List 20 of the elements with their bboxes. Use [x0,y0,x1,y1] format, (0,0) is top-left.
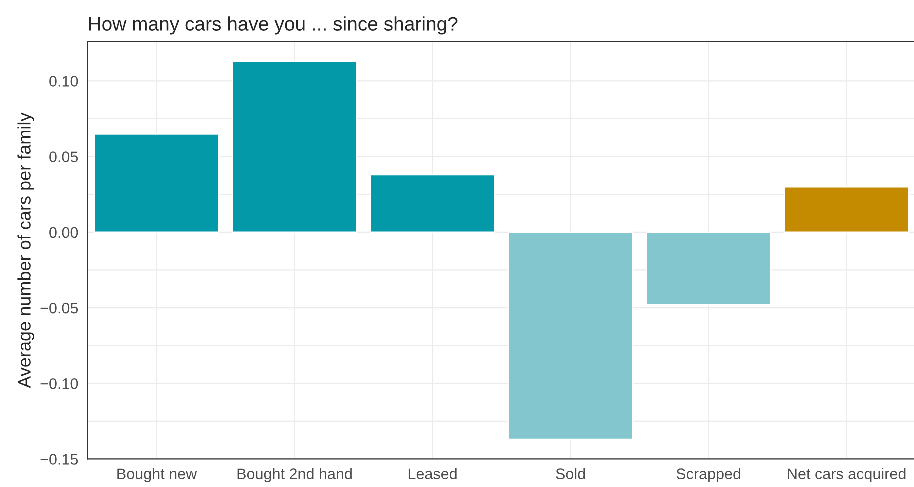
bar [508,232,634,440]
bar [646,232,772,306]
y-tick-label: −0.05 [40,302,78,314]
y-tick-label: 0.00 [50,227,78,238]
x-tick-label: Sold [556,468,586,480]
bar [784,186,910,234]
x-tick-label: Scrapped [676,468,741,483]
x-tick-label: Net cars acquired [788,468,906,483]
y-tick-label: 0.10 [50,76,78,87]
y-tick-label: 0.05 [50,152,78,162]
bar [94,133,220,234]
x-tick-label: Bought 2nd hand [238,468,352,483]
y-axis-title: Average number of cars per family [18,112,35,388]
bar [232,60,358,234]
x-tick-label: Bought new [118,468,198,483]
x-tick-label: Leased [408,468,457,480]
bar [370,174,496,234]
chart-title: How many cars have you ... since sharing? [89,16,458,35]
y-tick-label: −0.15 [40,454,78,465]
y-tick-label: −0.10 [40,378,78,390]
